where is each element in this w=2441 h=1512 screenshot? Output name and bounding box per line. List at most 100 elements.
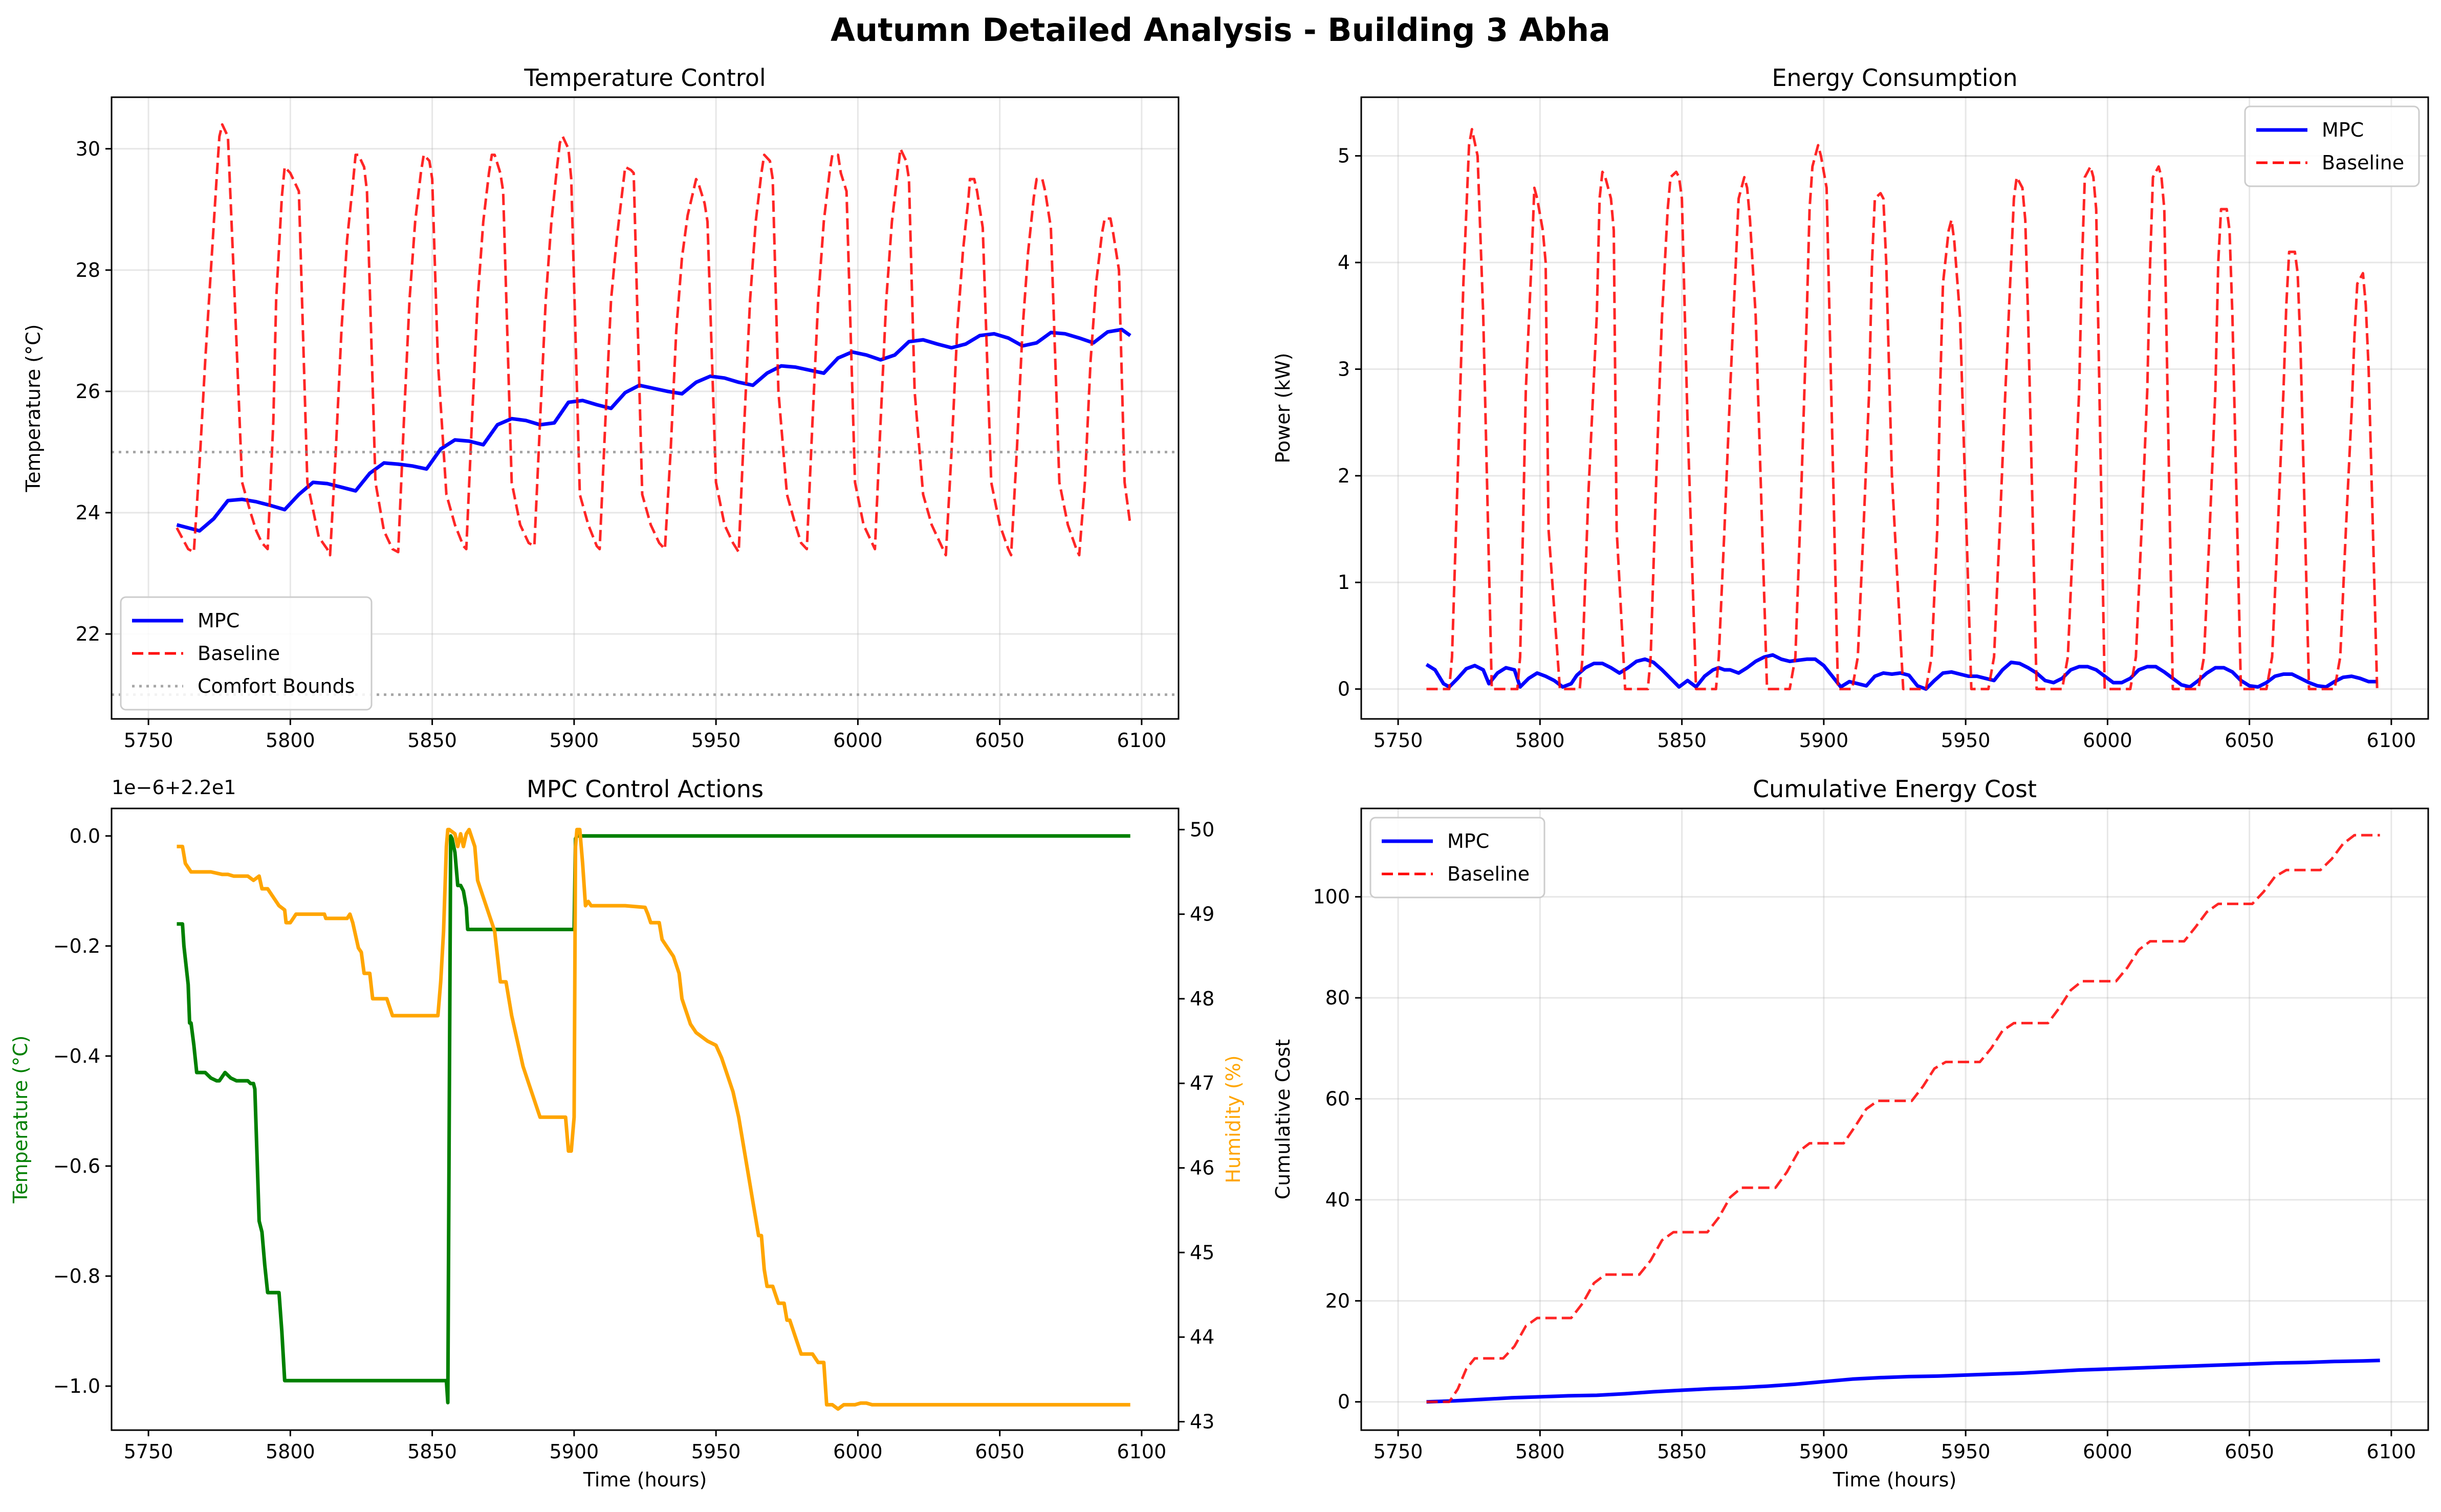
y-axis-label: Temperature (°C) — [9, 1036, 32, 1204]
panel-title: Energy Consumption — [1772, 64, 2017, 92]
y-tick-label: 5 — [1338, 145, 1350, 167]
x-tick-label: 6100 — [2367, 1440, 2416, 1463]
x-tick-label: 6100 — [1117, 729, 1167, 752]
legend-label: MPC — [2322, 119, 2364, 141]
legend-label: Baseline — [1447, 863, 1530, 885]
x-tick-label: 5750 — [1374, 729, 1423, 752]
y-axis-label: Cumulative Cost — [1272, 1039, 1294, 1199]
x-tick-label: 5850 — [1657, 729, 1707, 752]
x-tick-label: 5850 — [1657, 1440, 1707, 1463]
legend-frame — [2244, 105, 2420, 187]
mpc-series-line — [1426, 1358, 2380, 1404]
y-tick-label: 30 — [76, 138, 100, 160]
x-tick-label: 5900 — [1799, 729, 1849, 752]
legend: MPC Baseline Comfort Bounds — [120, 596, 373, 711]
y-tick-label: 22 — [76, 623, 100, 645]
y2-tick-label: 50 — [1190, 818, 1214, 841]
y-tick-label: 60 — [1325, 1088, 1350, 1110]
x-tick-label: 5850 — [407, 1440, 457, 1463]
y-tick-label: 1 — [1338, 571, 1350, 594]
x-tick-label: 6050 — [975, 729, 1025, 752]
baseline-series-line — [1426, 834, 2380, 1404]
y-tick-label: 40 — [1325, 1189, 1350, 1211]
x-tick-label: 5950 — [1941, 729, 1991, 752]
y-tick-label: 3 — [1338, 358, 1350, 380]
temperature-control-panel: 5750 5800 5850 5900 5950 6000 6050 6100 22 24 26 28… — [22, 64, 1180, 752]
x-tick-label: 5800 — [266, 1440, 315, 1463]
x-tick-label: 5800 — [1515, 1440, 1565, 1463]
y-tick-label: −0.8 — [53, 1265, 100, 1287]
x-tick-label: 5950 — [691, 1440, 741, 1463]
axes-frame — [1360, 807, 2429, 1431]
baseline-series-line — [176, 123, 1132, 557]
mpc-series-line — [1425, 653, 2378, 691]
humidity-series-line — [177, 827, 1130, 1411]
cumulative-energy-cost-panel: 5750 5800 5850 5900 5950 6000 6050 6100 0 20 40 60 8… — [1272, 775, 2429, 1491]
panel-title: Cumulative Energy Cost — [1753, 775, 2037, 803]
y2-tick-label: 46 — [1190, 1157, 1214, 1179]
y2-tick-label: 45 — [1190, 1241, 1214, 1264]
legend-frame — [120, 596, 373, 711]
energy-consumption-panel: 5750 5800 5850 5900 5950 6000 6050 6100 0 1 2 3 4 5 En… — [1272, 64, 2429, 752]
y-tick-label: 2 — [1338, 465, 1350, 487]
x-tick-label: 6100 — [2367, 729, 2416, 752]
y-tick-label: 20 — [1325, 1289, 1350, 1312]
figure-title: Autumn Detailed Analysis - Building 3 Ab… — [831, 11, 1610, 49]
x-tick-label: 5800 — [266, 729, 315, 752]
y-tick-label: −1.0 — [53, 1375, 100, 1397]
axes-frame — [1360, 96, 2429, 720]
legend-label: Comfort Bounds — [198, 675, 355, 697]
x-tick-label: 6050 — [2225, 1440, 2274, 1463]
y-tick-label: 4 — [1338, 251, 1350, 274]
series-layer — [112, 123, 1179, 696]
x-tick-label: 5950 — [691, 729, 741, 752]
y2-tick-label: 43 — [1190, 1410, 1214, 1433]
axes-frame — [111, 807, 1180, 1431]
mpc-control-actions-panel: 5750 5800 5850 5900 5950 6000 6050 6100 −1.0 −0.8… — [9, 775, 1245, 1491]
y-tick-label: 80 — [1325, 987, 1350, 1009]
x-tick-label: 5750 — [124, 1440, 173, 1463]
mpc-series-line — [176, 327, 1131, 533]
x-tick-label: 5900 — [1799, 1440, 1849, 1463]
y-axis-label: Temperature (°C) — [22, 324, 45, 493]
x-tick-label: 5900 — [550, 729, 599, 752]
axes-frame — [111, 96, 1180, 720]
x-axis-label: Time (hours) — [583, 1469, 707, 1491]
y-tick-label: 24 — [76, 501, 100, 524]
x-axis-label: Time (hours) — [1833, 1469, 1957, 1491]
panel-title: Temperature Control — [524, 64, 766, 92]
temperature-series-line — [177, 834, 1130, 1405]
legend-label: Baseline — [198, 642, 280, 665]
x-tick-label: 6000 — [833, 1440, 883, 1463]
x-tick-label: 6100 — [1117, 1440, 1167, 1463]
legend-label: Baseline — [2322, 151, 2404, 174]
x-tick-label: 6050 — [975, 1440, 1025, 1463]
series-layer — [1425, 128, 2380, 691]
y-axis-label: Power (kW) — [1272, 353, 1294, 463]
x-tick-label: 5750 — [1374, 1440, 1423, 1463]
x-tick-label: 5900 — [550, 1440, 599, 1463]
legend: MPC Baseline — [1369, 817, 1545, 899]
y-tick-label: 26 — [76, 380, 100, 403]
axis-offset-text: 1e−6+2.2e1 — [112, 776, 236, 799]
y-tick-label: 28 — [76, 259, 100, 281]
x-tick-label: 5800 — [1515, 729, 1565, 752]
x-tick-label: 5850 — [407, 729, 457, 752]
y2-axis-label: Humidity (%) — [1222, 1055, 1245, 1183]
y2-tick-label: 49 — [1190, 903, 1214, 926]
x-tick-label: 5950 — [1941, 1440, 1991, 1463]
legend-label: MPC — [1447, 830, 1489, 852]
y-tick-label: −0.2 — [53, 935, 100, 957]
y-tick-label: 0 — [1338, 678, 1350, 700]
y-tick-label: −0.4 — [53, 1045, 100, 1067]
baseline-series-line — [1426, 128, 2380, 691]
y-tick-label: −0.6 — [53, 1155, 100, 1177]
legend-label: MPC — [198, 609, 239, 632]
x-tick-label: 6000 — [2083, 729, 2132, 752]
x-tick-label: 5750 — [124, 729, 173, 752]
x-tick-label: 6000 — [2083, 1440, 2132, 1463]
panel-title: MPC Control Actions — [527, 775, 764, 803]
y2-tick-label: 47 — [1190, 1072, 1214, 1094]
x-tick-label: 6000 — [833, 729, 883, 752]
